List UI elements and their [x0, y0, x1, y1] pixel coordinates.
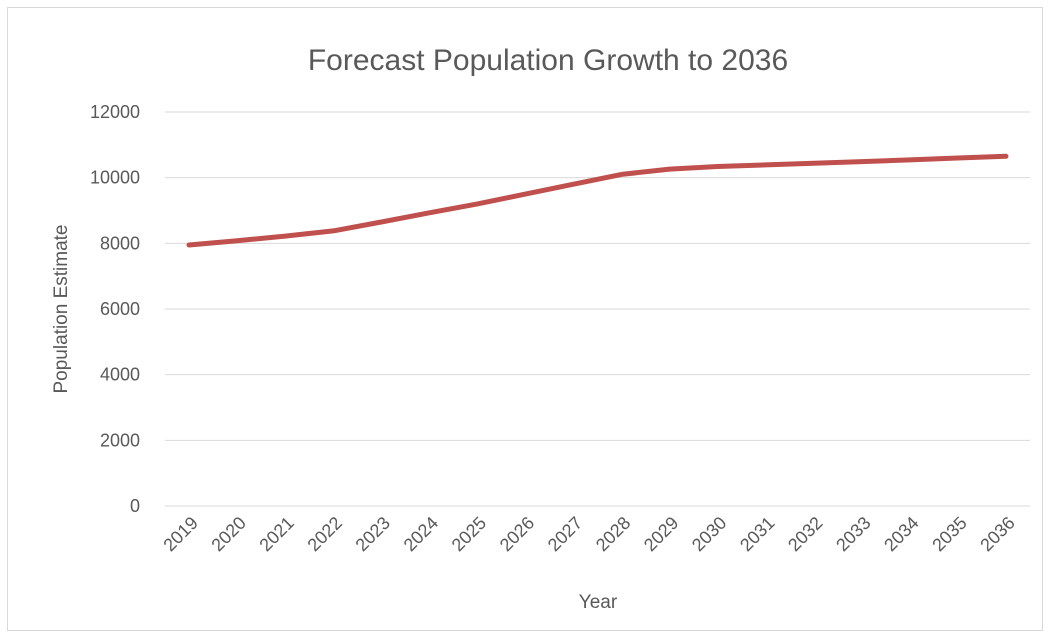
x-tick-label: 2028 — [592, 513, 634, 555]
y-tick-label: 10000 — [90, 168, 140, 188]
x-tick-label: 2026 — [496, 513, 538, 555]
y-tick-label: 12000 — [90, 102, 140, 122]
x-tick-labels: 2019 2020 2021 2022 2023 2024 2025 2026 2027 2028… — [159, 513, 1018, 555]
x-tick-label: 2033 — [832, 513, 874, 555]
x-axis-title: Year — [579, 592, 618, 613]
y-tick-label: 8000 — [100, 233, 140, 253]
x-tick-label: 2022 — [304, 513, 346, 555]
chart-title: Forecast Population Growth to 2036 — [308, 44, 788, 77]
x-tick-label: 2030 — [688, 513, 730, 555]
gridlines — [165, 111, 1030, 507]
x-tick-label: 2029 — [640, 513, 682, 555]
x-tick-label: 2031 — [736, 513, 778, 555]
y-tick-label: 0 — [130, 496, 140, 516]
y-tick-label: 2000 — [100, 430, 140, 450]
x-tick-label: 2036 — [976, 513, 1018, 555]
series-line — [186, 153, 1009, 248]
y-tick-label: 4000 — [100, 365, 140, 385]
x-tick-label: 2024 — [400, 513, 442, 555]
x-tick-label: 2027 — [544, 513, 586, 555]
x-tick-label: 2034 — [880, 513, 922, 555]
chart-frame — [7, 7, 1043, 631]
y-tick-labels: 0 2000 4000 6000 8000 10000 12000 — [90, 102, 140, 516]
x-tick-label: 2023 — [352, 513, 394, 555]
x-tick-label: 2019 — [159, 513, 201, 555]
x-tick-label: 2025 — [448, 513, 490, 555]
x-tick-label: 2020 — [207, 513, 249, 555]
x-tick-label: 2035 — [928, 513, 970, 555]
x-tick-label: 2032 — [784, 513, 826, 555]
y-tick-label: 6000 — [100, 299, 140, 319]
x-tick-label: 2021 — [256, 513, 298, 555]
y-axis-title: Population Estimate — [51, 225, 72, 394]
